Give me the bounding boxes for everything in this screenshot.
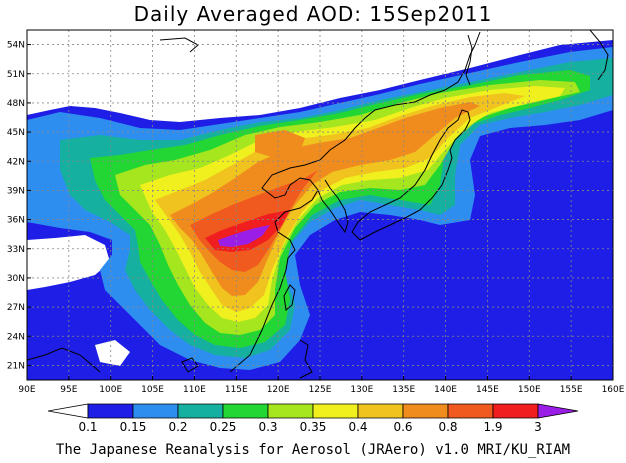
lat-tick-54N: 54N xyxy=(7,41,25,51)
colorbar-segment xyxy=(312,403,359,419)
lat-tick-labels: 21N 24N 27N 30N 33N 36N 39N 42N 45N 48N 51N 54N xyxy=(7,41,25,372)
coastline-indochina xyxy=(27,347,101,373)
colorbar-label: 0.3 xyxy=(258,420,277,434)
coastline-japan xyxy=(351,109,471,241)
aod-region-white-northwest xyxy=(95,62,185,84)
colorbar-segment xyxy=(222,403,269,419)
coastline-sakhalin xyxy=(465,34,473,86)
colorbar xyxy=(47,403,579,419)
coastline-kamchatka xyxy=(589,30,609,81)
lat-tick-39N: 39N xyxy=(7,186,25,196)
lat-tick-51N: 51N xyxy=(7,70,25,80)
colorbar-label: 3 xyxy=(534,420,542,434)
lat-tick-33N: 33N xyxy=(7,245,25,255)
colorbar-segment xyxy=(537,403,579,419)
colorbar-labels: 0.1 0.15 0.2 0.25 0.3 0.35 0.4 0.6 0.8 1.9 3 xyxy=(78,420,541,434)
colorbar-label: 0.35 xyxy=(300,420,327,434)
lon-tick-120E: 120E xyxy=(267,385,290,395)
lon-tick-145E: 145E xyxy=(476,385,499,395)
coastline-korea xyxy=(317,179,349,234)
coastline-china xyxy=(229,31,481,373)
tick-marks xyxy=(26,44,614,380)
colorbar-segment xyxy=(47,403,89,419)
colorbar-label: 0.15 xyxy=(120,420,147,434)
lon-tick-125E: 125E xyxy=(309,385,332,395)
colorbar-segment xyxy=(132,403,179,419)
lon-tick-115E: 115E xyxy=(225,385,248,395)
colorbar-segment xyxy=(402,403,449,419)
lat-tick-24N: 24N xyxy=(7,332,25,342)
coastline-taiwan xyxy=(283,284,296,311)
lat-tick-42N: 42N xyxy=(7,157,25,167)
lat-tick-27N: 27N xyxy=(7,303,25,313)
aod-region-white-patch xyxy=(95,340,130,366)
lat-tick-36N: 36N xyxy=(7,216,25,226)
lat-tick-48N: 48N xyxy=(7,99,25,109)
colorbar-segment xyxy=(447,403,494,419)
map-title: Daily Averaged AOD: 15Sep2011 xyxy=(133,2,493,26)
colorbar-label: 0.1 xyxy=(78,420,97,434)
lon-tick-95E: 95E xyxy=(60,385,77,395)
lon-tick-90E: 90E xyxy=(18,385,35,395)
lon-tick-150E: 150E xyxy=(518,385,541,395)
coastlines xyxy=(27,30,609,379)
lon-tick-110E: 110E xyxy=(183,385,206,395)
gridlines xyxy=(27,30,613,380)
footer-credit: The Japanese Reanalysis for Aerosol (JRA… xyxy=(55,442,571,458)
lat-tick-45N: 45N xyxy=(7,128,25,138)
aod-region-3 xyxy=(218,225,270,247)
coastline-hainan xyxy=(181,357,199,373)
colorbar-segment xyxy=(267,403,314,419)
coastline-north-lakes xyxy=(159,37,199,53)
lon-tick-100E: 100E xyxy=(99,385,122,395)
colorbar-segment xyxy=(492,403,539,419)
lon-tick-105E: 105E xyxy=(141,385,164,395)
colorbar-label: 0.6 xyxy=(393,420,412,434)
lon-tick-135E: 135E xyxy=(392,385,415,395)
colorbar-label: 0.25 xyxy=(210,420,237,434)
colorbar-segment xyxy=(357,403,404,419)
colorbar-segment xyxy=(177,403,224,419)
colorbar-segment xyxy=(87,403,134,419)
aod-region-0-8-north xyxy=(255,130,305,158)
lat-tick-21N: 21N xyxy=(7,361,25,371)
colorbar-label: 0.8 xyxy=(438,420,457,434)
plot-area xyxy=(27,30,613,380)
colorbar-label: 0.2 xyxy=(168,420,187,434)
lon-tick-160E: 160E xyxy=(602,385,625,395)
lon-tick-130E: 130E xyxy=(350,385,373,395)
lat-tick-30N: 30N xyxy=(7,274,25,284)
colorbar-label: 0.4 xyxy=(348,420,367,434)
lon-tick-155E: 155E xyxy=(560,385,583,395)
lon-tick-140E: 140E xyxy=(434,385,457,395)
coastline-philippines xyxy=(299,339,313,379)
colorbar-label: 1.9 xyxy=(483,420,502,434)
lon-tick-labels: 90E 95E 100E 105E 110E 115E 120E 125E 130E 135E 14… xyxy=(18,385,624,395)
